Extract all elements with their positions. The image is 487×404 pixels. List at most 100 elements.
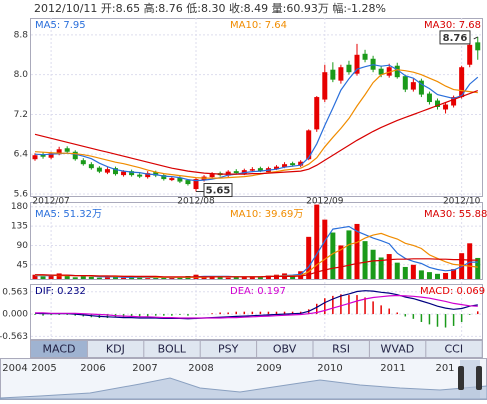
legend-entry: MA30: 55.88万 — [424, 209, 487, 220]
annotation-leader — [473, 36, 478, 40]
x-tick-label: 2012/09 — [306, 197, 344, 207]
candle-body — [338, 67, 344, 81]
candle-body — [121, 171, 127, 176]
volume-bar — [451, 269, 457, 279]
volume-bar — [330, 232, 336, 279]
candle-body — [386, 67, 392, 76]
candle-body — [193, 179, 199, 190]
tab[interactable]: WVAD — [381, 343, 415, 356]
volume-bar — [370, 249, 376, 279]
volume-bar — [467, 243, 473, 279]
volume-bar — [80, 276, 86, 279]
volume-bar — [233, 276, 239, 279]
legend-entry: DEA: 0.197 — [230, 286, 286, 297]
candle-body — [169, 178, 175, 181]
tab[interactable]: OBV — [273, 343, 297, 356]
volume-bar — [225, 277, 231, 279]
volume-bar — [217, 277, 223, 279]
volume-bar — [435, 273, 440, 279]
candle-body — [209, 174, 215, 178]
y-tick-label: 8.0 — [14, 70, 29, 80]
y-tick-label: -0.563 — [0, 332, 28, 342]
navigator-year: 2011 — [380, 363, 405, 374]
volume-panel — [30, 202, 483, 280]
x-tick-label: 2012/07 — [32, 197, 69, 207]
navigator-year: 2004 — [2, 363, 27, 374]
volume-bar — [290, 275, 296, 279]
volume-bar — [96, 277, 102, 279]
header-info: 2012/10/11 开:8.65 高:8.76 低:8.30 收:8.49 量… — [34, 1, 386, 15]
volume-bar — [475, 257, 481, 279]
tab[interactable]: CCI — [444, 343, 463, 356]
volume-bar — [346, 230, 352, 279]
ma-line — [34, 64, 479, 182]
tab-selected[interactable] — [31, 341, 87, 357]
y-tick-label: 5.6 — [14, 190, 29, 200]
candle-body — [113, 168, 118, 175]
navigator-area — [0, 377, 487, 400]
volume-bar — [241, 277, 247, 279]
candle-body — [410, 82, 416, 90]
candle-body — [435, 100, 440, 107]
volume-bar — [418, 270, 424, 279]
legend-entry: MA30: 7.68 — [424, 20, 481, 31]
legend-entry: MA5: 51.32万 — [35, 209, 102, 220]
y-tick-label: 90 — [17, 241, 29, 251]
candle-body — [274, 166, 279, 170]
candle-body — [185, 180, 191, 185]
candle-body — [96, 167, 102, 172]
volume-bar — [354, 223, 360, 279]
candle-body — [56, 149, 62, 155]
candle-body — [467, 44, 473, 65]
volume-bar — [257, 276, 263, 279]
y-tick-label: 6.4 — [14, 150, 29, 160]
candle-body — [451, 97, 457, 106]
candle-body — [418, 80, 424, 95]
volume-bar — [362, 241, 368, 279]
ma-line — [34, 90, 479, 175]
candle-body — [362, 53, 368, 60]
candle-body — [48, 153, 54, 158]
volume-bar — [177, 276, 183, 279]
legend-entry: MA10: 7.64 — [230, 20, 287, 31]
low-annotation: 5.65 — [206, 186, 231, 197]
volume-bar — [443, 272, 449, 279]
navigator-year: 2007 — [132, 363, 157, 374]
volume-bar — [137, 277, 143, 279]
tab[interactable]: MACD — [43, 343, 76, 356]
legend-entry: MA10: 39.69万 — [230, 209, 303, 220]
annotation-box — [203, 183, 233, 198]
candle-body — [257, 168, 263, 172]
candle-body — [64, 148, 70, 152]
tab[interactable]: KDJ — [106, 343, 125, 356]
ma-line — [35, 258, 478, 278]
y-tick-label: 7.2 — [14, 110, 28, 120]
candle-body — [306, 130, 312, 160]
navigator-year: 2006 — [80, 363, 105, 374]
candle-body — [314, 97, 320, 130]
navigator-window[interactable] — [460, 360, 480, 398]
volume-bar — [169, 277, 175, 279]
tab[interactable]: BOLL — [158, 343, 187, 356]
volume-bar — [426, 272, 432, 279]
legend-entry: DIF: 0.232 — [35, 286, 86, 297]
tab[interactable]: RSI — [332, 343, 350, 356]
volume-bar — [104, 277, 110, 279]
volume-bar — [113, 276, 118, 279]
volume-bar — [402, 266, 408, 279]
navigator-handle[interactable] — [458, 366, 464, 390]
navigator-year: 2010 — [317, 363, 342, 374]
candle-body — [153, 172, 159, 176]
annotation-box — [439, 30, 471, 45]
candle-body — [72, 151, 78, 160]
candle-body — [354, 54, 360, 74]
volume-bar — [322, 219, 328, 279]
candle-body — [282, 164, 288, 168]
tab[interactable]: PSY — [218, 343, 239, 356]
legend-entry: MACD: 0.069 — [420, 286, 485, 297]
volume-bar — [161, 277, 167, 279]
y-tick-label: 135 — [11, 222, 28, 232]
candle-body — [161, 175, 167, 180]
navigator-handle[interactable] — [476, 366, 482, 390]
